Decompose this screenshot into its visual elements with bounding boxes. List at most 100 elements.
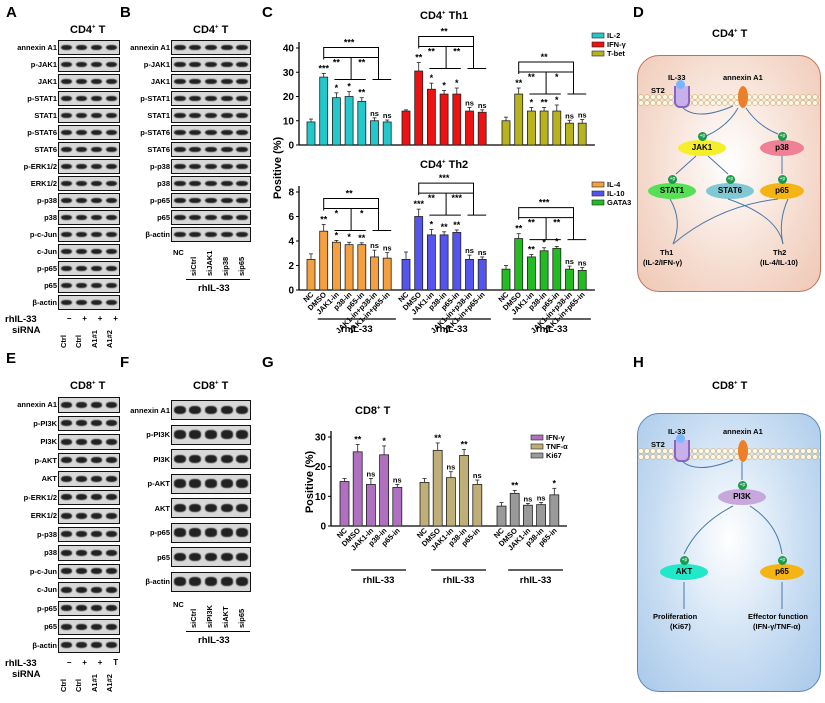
blot-row-label: p38 [44, 213, 57, 222]
blot-band [75, 282, 88, 289]
significance-label: ns [370, 109, 379, 118]
y-tick-label: 6 [288, 212, 294, 223]
rhil33-treatment: + [82, 314, 87, 323]
bracket-significance: *** [439, 173, 450, 183]
pathway-arrows [669, 105, 789, 245]
blot-band [173, 61, 186, 68]
significance-label: * [430, 219, 434, 229]
blot-row-label: STAT1 [34, 111, 57, 120]
proliferation-marker: (Ki67) [670, 622, 691, 631]
bracket-significance: *** [344, 37, 355, 47]
blot-band [173, 405, 186, 415]
blot-band [204, 577, 217, 586]
blot-band [236, 454, 249, 464]
bracket-significance: ** [453, 47, 461, 57]
bar [549, 494, 560, 527]
comparison-bracket [323, 46, 379, 60]
blot-image [171, 522, 251, 543]
bar [414, 216, 424, 291]
blot-band [90, 568, 103, 575]
bar [539, 250, 549, 291]
blot-band [204, 503, 217, 513]
blot-band [105, 512, 118, 519]
y-tick-label: 10 [315, 492, 327, 503]
bar [577, 269, 587, 291]
bar [419, 481, 430, 527]
cd4-cell-diagram: IL-33 ST2 annexin A1 JAK1 +p p38 +p STAT… [637, 55, 821, 292]
blot-image [58, 637, 120, 653]
blot-band [236, 405, 249, 415]
bar [331, 241, 341, 291]
bar [401, 258, 411, 291]
y-tick-label: 0 [288, 286, 294, 297]
blot-image [58, 74, 120, 89]
bar [477, 111, 487, 146]
significance-label: ns [447, 463, 456, 472]
panel-label-d: D [633, 4, 644, 21]
blot-image [58, 108, 120, 123]
blot-band [220, 552, 233, 562]
y-tick-label: 30 [283, 68, 295, 79]
bar [306, 121, 316, 146]
significance-label: ns [578, 258, 587, 267]
blot-image [171, 227, 251, 242]
blot-band [173, 146, 186, 153]
blot-image [58, 142, 120, 157]
blot-row-label: p38 [157, 179, 170, 188]
significance-label: * [455, 78, 459, 88]
il33-label: IL-33 [668, 73, 686, 82]
y-tick-label: 20 [315, 462, 327, 473]
blot-band [90, 475, 103, 482]
comparison-bracket [418, 46, 487, 70]
blot-band [204, 44, 217, 51]
blot-band [236, 146, 249, 153]
rhil33-treatment: + [97, 314, 103, 323]
blot-row: AKT [118, 498, 251, 518]
significance-label: ** [453, 220, 461, 230]
blot-band [173, 163, 186, 170]
legend-label: GATA3 [607, 198, 631, 207]
blot-row-label: PI3K [40, 437, 57, 447]
blot-band [173, 180, 186, 187]
blot-band [90, 512, 103, 519]
legend-swatch [530, 452, 544, 459]
blot-row-label: β-actin [32, 640, 57, 650]
blot-band [75, 457, 88, 464]
blot-row: STAT1 [0, 108, 120, 123]
blot-band [60, 180, 73, 187]
blot-band [90, 420, 103, 427]
blot-row-label: p-PI3K [146, 430, 170, 439]
blot-band [75, 78, 88, 85]
proliferation-label: Proliferation [653, 612, 698, 621]
significance-label: ** [358, 233, 366, 243]
significance-label: ** [541, 97, 549, 107]
significance-label: ns [478, 101, 487, 110]
blot-band [90, 248, 103, 255]
blot-band [75, 531, 88, 538]
th1-label: Th1 [660, 248, 674, 257]
blot-band [60, 231, 73, 238]
group-line [186, 279, 250, 280]
comparison-bracket [323, 56, 392, 80]
blot-row-label: p-p38 [36, 196, 57, 205]
blot-row: p-p65 [0, 600, 120, 616]
bar [523, 504, 533, 527]
bar [501, 268, 511, 291]
blot-band [204, 197, 217, 204]
significance-label: * [555, 237, 559, 247]
il33-ligand-icon [676, 80, 685, 89]
significance-label: ns [465, 98, 474, 107]
blot-band [220, 214, 233, 221]
bracket-significance: ** [541, 52, 549, 62]
blot-image [171, 40, 251, 55]
st2-label: ST2 [651, 440, 665, 449]
lane-label: NC [173, 600, 184, 609]
blot-image [171, 571, 251, 592]
phospho-icon: +p [778, 556, 787, 565]
blot-row: p-AKT [0, 452, 120, 468]
title-e: CD8+ T [70, 380, 106, 392]
blot-band [75, 605, 88, 612]
blot-band [189, 95, 202, 102]
blot-band [90, 112, 103, 119]
